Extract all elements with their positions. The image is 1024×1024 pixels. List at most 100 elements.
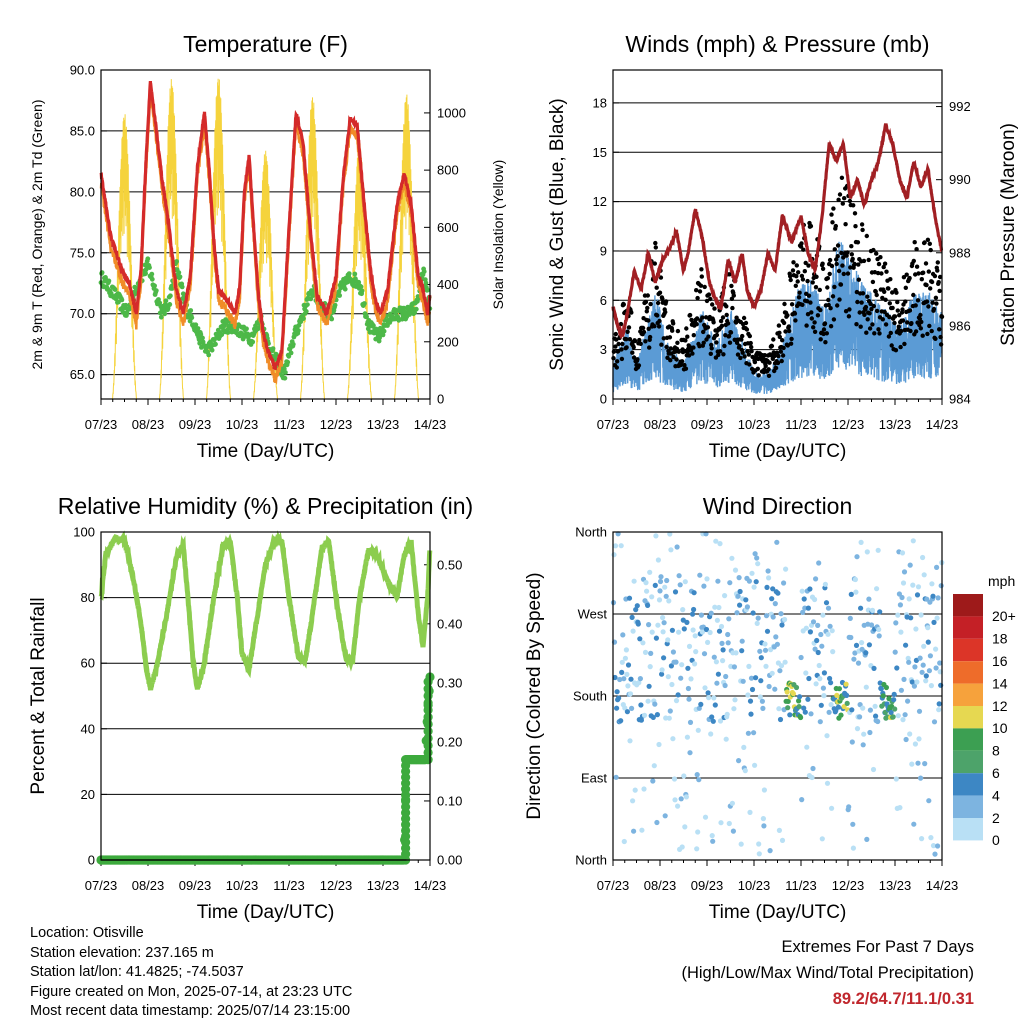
direction-point	[787, 712, 793, 718]
direction-point	[694, 772, 700, 778]
direction-point	[762, 641, 768, 647]
direction-point	[722, 593, 728, 599]
gust-point	[778, 349, 783, 354]
gust-point	[865, 317, 870, 322]
gust-point	[653, 240, 658, 246]
direction-point	[774, 539, 780, 545]
direction-point	[810, 765, 816, 772]
gust-point	[916, 271, 921, 276]
direction-point	[614, 705, 620, 711]
gust-point	[640, 325, 646, 331]
direction-point	[827, 623, 833, 629]
direction-point	[646, 683, 652, 689]
gust-point	[808, 223, 814, 229]
gust-point	[676, 349, 681, 354]
direction-point	[764, 584, 770, 591]
winds-y2tick-label: 988	[949, 245, 971, 260]
legend-label: 12	[992, 698, 1008, 714]
gust-point	[789, 336, 794, 342]
direction-point	[638, 702, 644, 708]
direction-point	[673, 659, 679, 665]
direction-point	[752, 762, 758, 768]
direction-ytick-label: North	[575, 525, 607, 540]
gust-point	[750, 354, 755, 360]
gust-point	[860, 227, 865, 233]
direction-point	[914, 592, 921, 598]
gust-point	[654, 285, 659, 290]
latest-timestamp: Most recent data timestamp: 2025/07/14 2…	[30, 1003, 351, 1019]
gust-point	[868, 301, 873, 307]
gust-point	[872, 270, 877, 275]
direction-point	[848, 591, 854, 598]
direction-point	[655, 557, 662, 563]
direction-point	[823, 600, 830, 606]
direction-point	[802, 709, 808, 715]
gust-point	[632, 338, 638, 344]
dewpoint-point	[106, 278, 112, 284]
gust-point	[737, 343, 742, 349]
gust-point	[643, 339, 648, 344]
gust-point	[721, 352, 726, 357]
direction-point	[637, 676, 644, 682]
gust-point	[821, 327, 827, 332]
gust-point	[870, 279, 876, 285]
gust-point	[864, 233, 869, 239]
direction-point	[628, 676, 634, 682]
gust-point	[709, 346, 714, 351]
direction-point	[695, 829, 701, 835]
direction-point	[923, 673, 929, 679]
direction-point	[657, 588, 663, 594]
gust-point	[805, 312, 811, 317]
gust-point	[829, 212, 834, 217]
dewpoint-point	[250, 339, 256, 345]
direction-point	[613, 774, 619, 780]
direction-point	[814, 637, 820, 644]
gust-point	[840, 263, 845, 268]
gust-point	[804, 299, 810, 304]
direction-point	[660, 615, 666, 621]
direction-point	[645, 602, 651, 609]
humidity-xtick-label: 14/23	[414, 878, 447, 893]
gust-point	[875, 270, 881, 276]
humidity-xtick-label: 10/23	[226, 878, 259, 893]
gust-point	[834, 261, 839, 267]
gust-point	[926, 304, 931, 309]
direction-point	[716, 604, 722, 611]
direction-point	[680, 607, 686, 613]
gust-point	[895, 308, 900, 313]
direction-point	[819, 643, 825, 649]
gust-point	[883, 322, 889, 327]
dewpoint-point	[346, 271, 352, 276]
gust-point	[708, 351, 713, 356]
gust-point	[629, 310, 634, 315]
gust-point	[795, 279, 800, 284]
direction-point	[668, 547, 674, 553]
extremes-block: Extremes For Past 7 Days (High/Low/Max W…	[681, 934, 974, 1012]
direction-point	[822, 581, 829, 587]
direction-point	[637, 636, 643, 642]
gust-point	[865, 294, 870, 299]
gust-point	[771, 350, 776, 355]
direction-point	[900, 580, 907, 586]
gust-point	[867, 311, 872, 316]
direction-point	[627, 691, 634, 697]
gust-point	[614, 365, 619, 370]
direction-point	[665, 674, 671, 680]
gust-point	[847, 307, 852, 312]
direction-point	[766, 575, 772, 581]
direction-point	[668, 663, 675, 669]
direction-point	[915, 584, 922, 590]
direction-point	[739, 648, 745, 654]
gust-point	[780, 353, 786, 358]
gust-point	[695, 295, 700, 301]
gust-point	[843, 222, 848, 227]
gust-point	[888, 277, 893, 282]
dewpoint-point	[195, 326, 201, 331]
direction-point	[696, 777, 702, 783]
gust-point	[657, 290, 663, 295]
direction-point	[691, 606, 697, 613]
dewpoint-point	[288, 350, 294, 356]
gust-point	[814, 274, 819, 279]
legend-label: 8	[992, 743, 1000, 759]
direction-point	[723, 673, 729, 680]
